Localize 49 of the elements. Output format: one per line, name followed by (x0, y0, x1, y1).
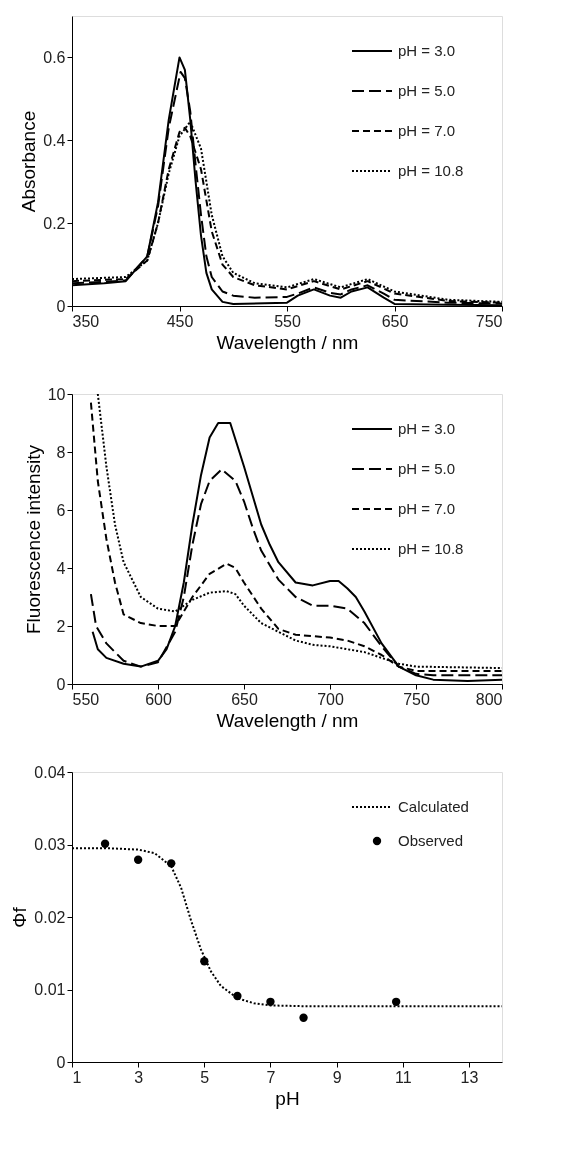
y-tick-label: 0.03 (34, 836, 66, 853)
x-tick-label: 800 (475, 690, 503, 708)
x-tick-label: 5 (200, 1068, 210, 1086)
legend-label: pH = 5.0 (398, 82, 456, 99)
y-tick-label: 0 (56, 297, 66, 315)
y-tick-label: 10 (47, 385, 66, 403)
x-tick-label: 350 (72, 312, 100, 330)
y-tick-label: 6 (56, 501, 66, 519)
legend-label: Calculated (398, 798, 469, 815)
y-tick-label: 0 (56, 675, 66, 693)
legend-label: pH = 3.0 (398, 420, 456, 437)
legend-label: Observed (398, 832, 464, 849)
x-tick-label: 450 (166, 312, 194, 330)
legend-label: pH = 7.0 (398, 122, 456, 139)
y-tick-label: 0.4 (43, 131, 66, 149)
y-axis-title: Fluorescence intensity (22, 444, 44, 635)
x-tick-label: 9 (332, 1068, 342, 1086)
y-tick-label: 0.04 (34, 763, 66, 781)
legend-label: pH = 3.0 (398, 42, 456, 59)
x-tick-label: 1 (72, 1068, 82, 1086)
y-axis-title: Φf (9, 906, 31, 928)
x-tick-label: 700 (317, 690, 344, 708)
legend-label: pH = 5.0 (398, 460, 456, 477)
x-tick-label: 13 (460, 1068, 479, 1086)
x-axis-title: Wavelength / nm (216, 331, 359, 353)
legend-label: pH = 10.8 (398, 162, 464, 179)
y-tick-label: 0.02 (34, 908, 66, 926)
x-tick-label: 750 (403, 690, 430, 708)
y-tick-label: 0 (56, 1053, 66, 1071)
x-axis-title: Wavelength / nm (216, 709, 359, 731)
x-tick-label: 550 (274, 312, 301, 330)
x-tick-label: 3 (134, 1068, 144, 1086)
x-tick-label: 7 (266, 1068, 276, 1086)
y-tick-label: 8 (56, 443, 66, 461)
legend-label: pH = 10.8 (398, 540, 464, 557)
y-tick-label: 0.2 (43, 214, 66, 232)
x-tick-label: 650 (231, 690, 258, 708)
x-tick-label: 11 (394, 1068, 412, 1086)
x-tick-label: 650 (381, 312, 409, 330)
y-tick-label: 0.6 (43, 48, 66, 66)
legend-label: pH = 7.0 (398, 500, 456, 517)
x-tick-label: 600 (145, 690, 172, 708)
y-tick-label: 0.01 (34, 981, 66, 998)
y-axis-title: Absorbance (18, 110, 40, 213)
y-tick-label: 4 (56, 559, 66, 577)
x-tick-label: 550 (72, 690, 100, 708)
y-tick-label: 2 (56, 617, 66, 635)
x-axis-title: pH (275, 1087, 300, 1109)
x-tick-label: 750 (475, 312, 503, 330)
